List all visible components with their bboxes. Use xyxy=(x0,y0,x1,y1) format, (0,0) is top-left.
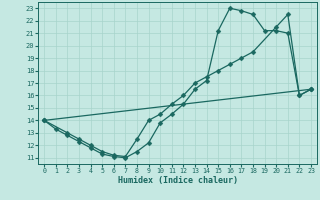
X-axis label: Humidex (Indice chaleur): Humidex (Indice chaleur) xyxy=(118,176,238,185)
